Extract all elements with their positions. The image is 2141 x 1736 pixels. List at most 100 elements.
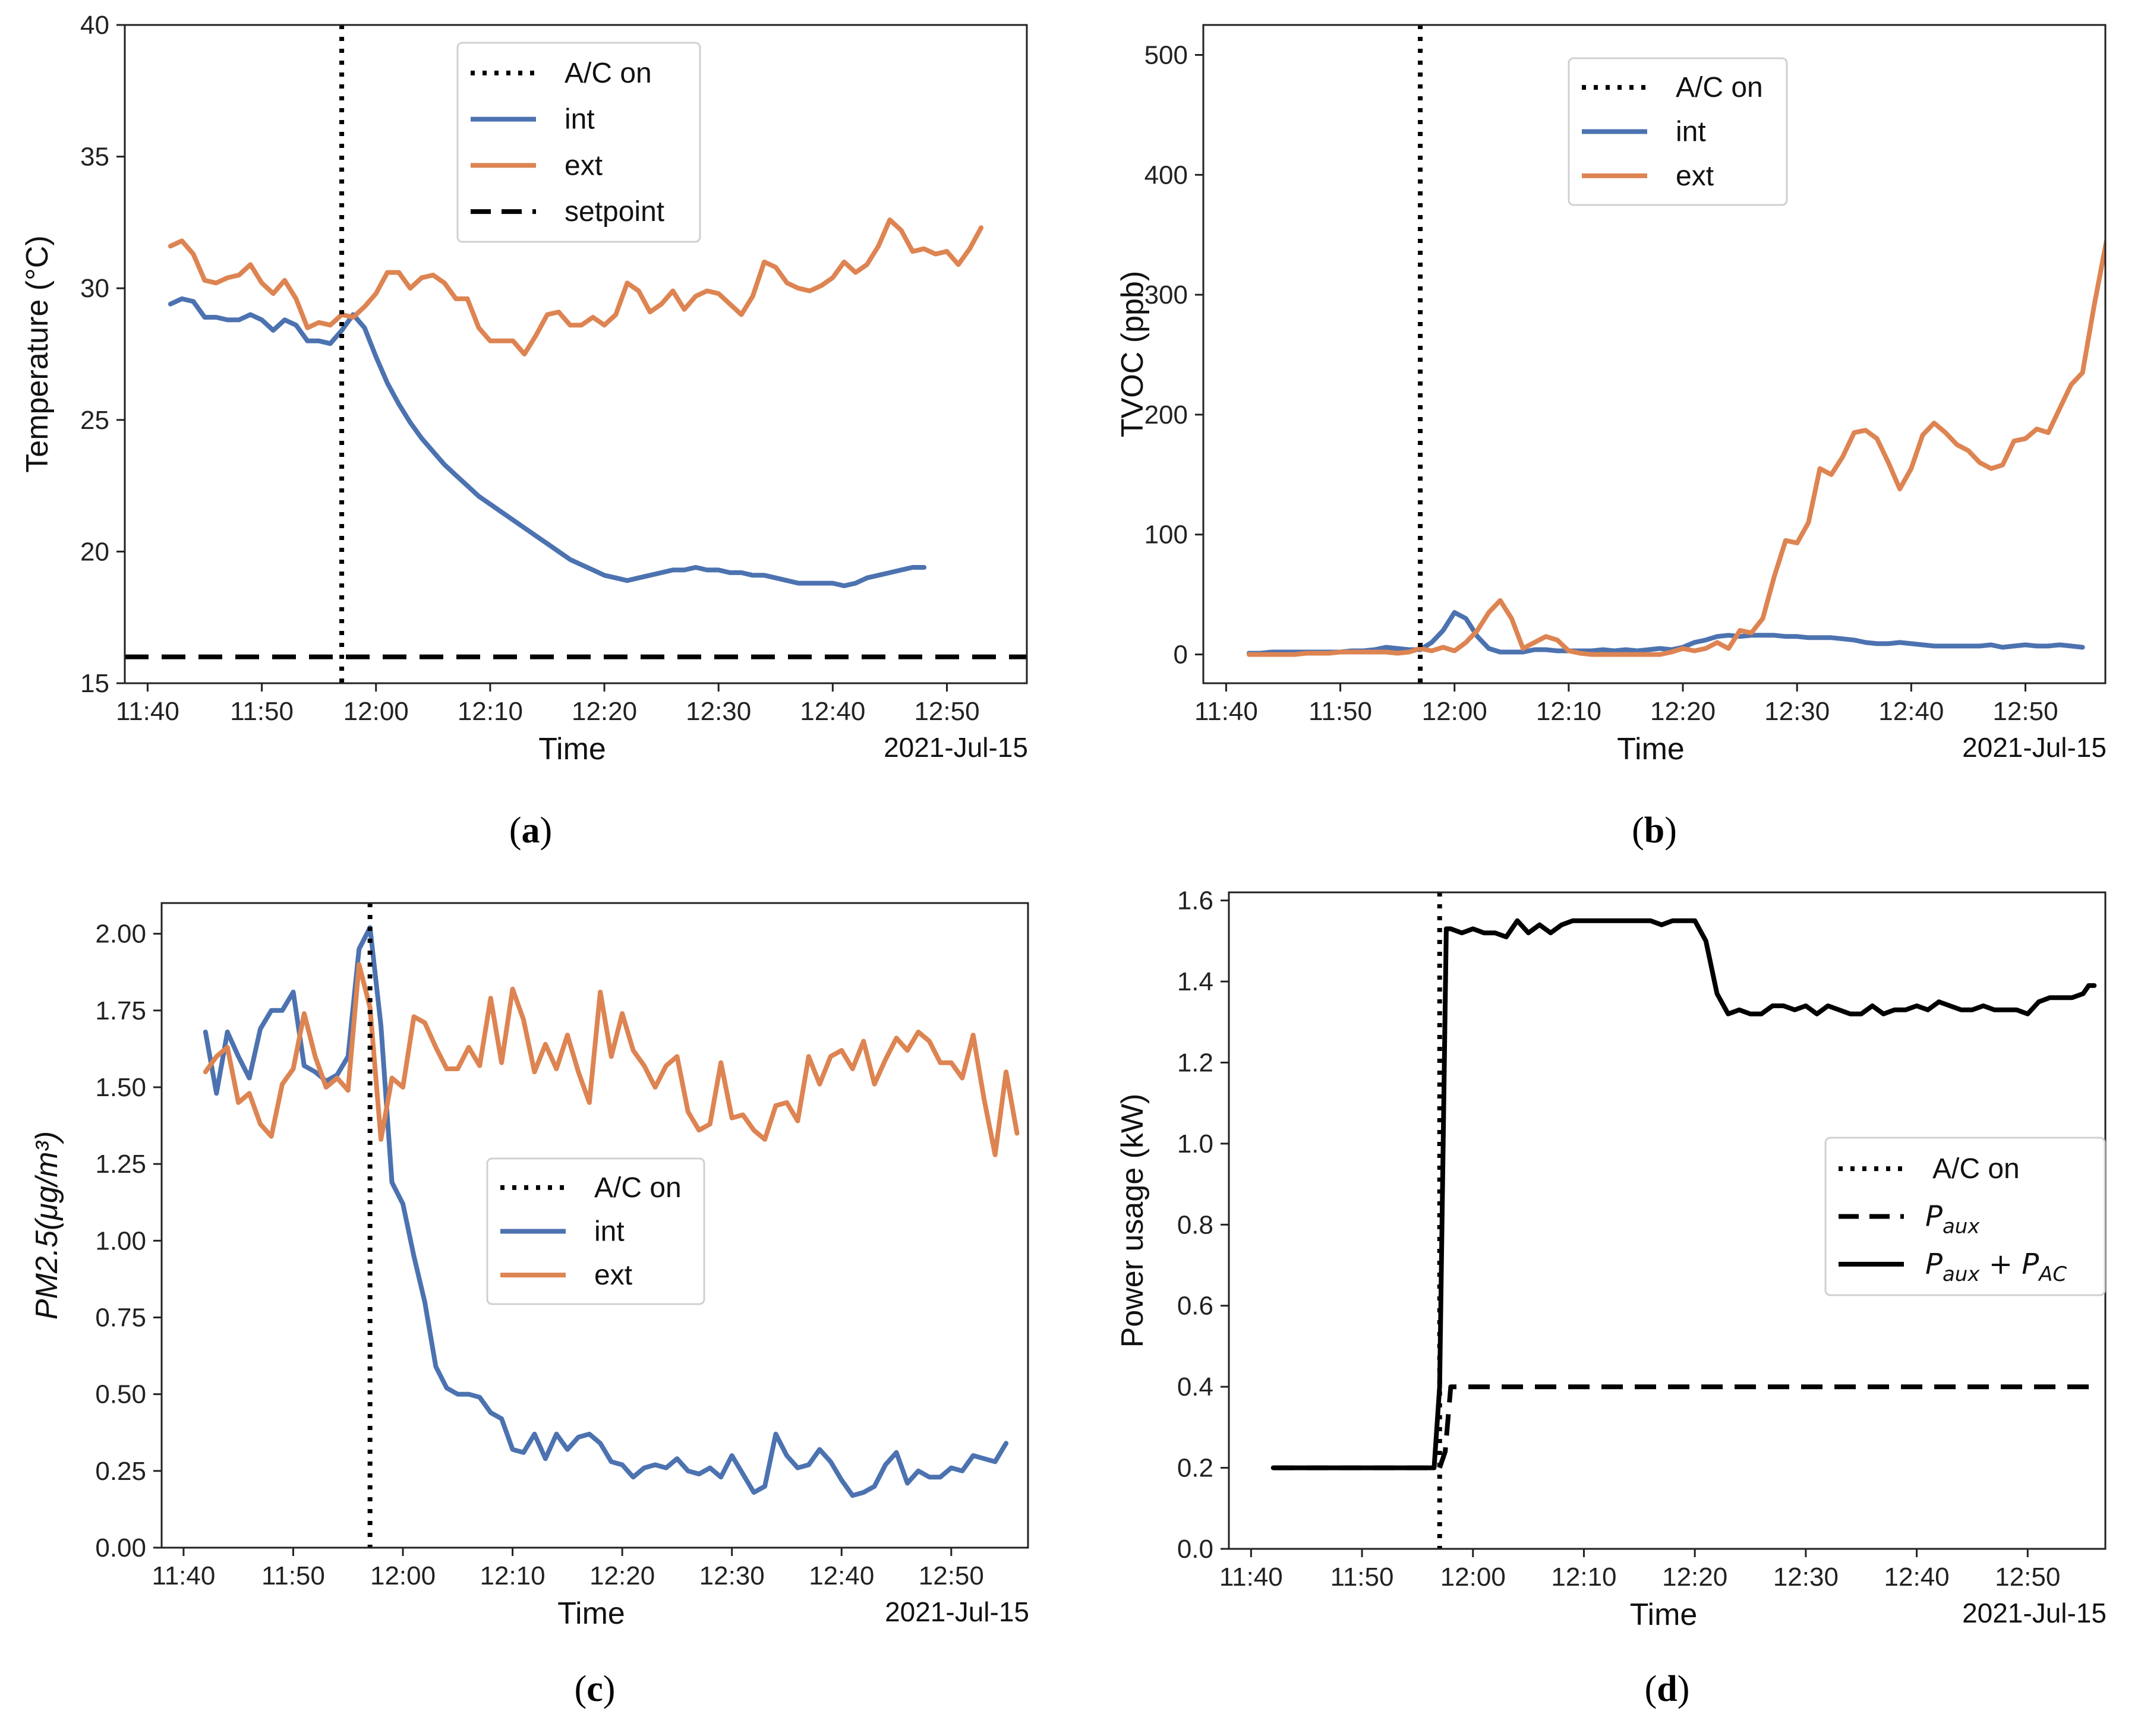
legend-box [456, 42, 701, 243]
y-axis-label: TVOC (ppb) [1115, 271, 1150, 437]
subfigure-caption: (c) [575, 1669, 616, 1709]
y-tick-label: 0.00 [95, 1533, 146, 1563]
x-tick-label: 11:50 [230, 697, 294, 726]
y-tick-label: 0 [1174, 640, 1188, 670]
y-tick-label: 1.50 [95, 1073, 146, 1102]
x-tick-label: 12:00 [1422, 697, 1487, 726]
legend: A/C on int ext [1568, 57, 1788, 206]
x-tick-label: 12:00 [1440, 1563, 1506, 1592]
x-tick-label: 11:50 [1330, 1563, 1394, 1592]
y-tick-label: 1.0 [1177, 1129, 1213, 1159]
y-tick-label: 25 [80, 406, 109, 435]
y-tick-label: 2.00 [95, 920, 146, 949]
chart-panel-b: 11:40 11:50 12:00 12:10 12:20 12:30 12:40 12:50… [1115, 24, 2107, 851]
legend-label: ext [1676, 160, 1714, 192]
x-tick-label: 12:00 [343, 697, 409, 726]
y-tick-label: 0.8 [1177, 1210, 1213, 1239]
y-tick-label: 1.2 [1177, 1048, 1213, 1077]
chart-panel-c: 11:40 11:50 12:00 12:10 12:20 12:30 12:40 12:50… [30, 902, 1029, 1709]
y-tick-label: 0.0 [1177, 1535, 1213, 1564]
plot-data [1270, 918, 2097, 1470]
legend-label: A/C on [1932, 1153, 2020, 1185]
y-tick-label: 1.4 [1177, 967, 1213, 996]
legend-label: Paux [1925, 1200, 1980, 1239]
date-offset-label: 2021-Jul-15 [885, 1596, 1029, 1627]
x-axis-label: Time [557, 1596, 625, 1631]
y-tick-label: 30 [80, 274, 109, 303]
x-axis-label: Time [1630, 1598, 1698, 1632]
legend-label: int [565, 104, 595, 135]
y-tick-label: 0.25 [95, 1457, 146, 1486]
y-tick-label: 100 [1144, 520, 1188, 550]
legend-label: ext [565, 150, 603, 181]
legend-box [486, 1157, 705, 1305]
series-p-aux-line [1273, 1384, 2095, 1470]
legend-label: Paux + PAC [1925, 1248, 2067, 1286]
y-tick-label: 0.75 [95, 1303, 146, 1333]
y-tick-label: 0.4 [1177, 1372, 1213, 1402]
y-axis-label: Temperature (°C) [20, 235, 55, 472]
x-tick-label: 12:30 [1764, 697, 1830, 726]
x-tick-label: 11:40 [116, 697, 179, 726]
x-tick-label: 12:40 [1884, 1563, 1950, 1592]
series-int-line [203, 925, 1009, 1498]
legend-label: A/C on [565, 58, 652, 89]
x-tick-label: 12:10 [480, 1561, 546, 1590]
x-tick-label: 11:50 [261, 1561, 325, 1590]
y-axis-label: Power usage (kW) [1115, 1094, 1150, 1348]
x-tick-label: 12:30 [686, 697, 751, 726]
y-tick-label: 0.2 [1177, 1454, 1213, 1483]
y-tick-label: 1.00 [95, 1226, 146, 1255]
legend-label: setpoint [565, 196, 664, 228]
y-tick-label: 300 [1144, 280, 1188, 310]
x-tick-label: 12:50 [1995, 1563, 2060, 1592]
legend-label: A/C on [594, 1172, 682, 1204]
x-tick-label: 12:20 [572, 697, 637, 726]
plot-data [1246, 234, 2105, 657]
date-offset-label: 2021-Jul-15 [1962, 1598, 2107, 1628]
legend-label: ext [594, 1260, 632, 1291]
plot-frame [124, 24, 1028, 684]
x-tick-label: 11:40 [1219, 1563, 1283, 1592]
chart-panel-d: 11:40 11:50 12:00 12:10 12:20 12:30 12:40 12:50… [1115, 886, 2107, 1709]
x-tick-label: 12:10 [458, 697, 523, 726]
x-tick-label: 12:50 [919, 1561, 984, 1590]
subfigure-caption: (a) [509, 810, 552, 851]
x-tick-label: 11:40 [152, 1561, 215, 1590]
x-tick-label: 12:30 [1773, 1563, 1839, 1592]
legend-label: int [594, 1216, 625, 1248]
y-tick-label: 200 [1144, 400, 1188, 430]
x-tick-label: 12:40 [800, 697, 865, 726]
series-ext-line [168, 217, 984, 356]
y-tick-label: 500 [1144, 40, 1188, 70]
x-tick-label: 12:10 [1536, 697, 1601, 726]
x-tick-label: 12:50 [914, 697, 979, 726]
legend-box [1824, 1137, 2106, 1296]
x-tick-label: 12:10 [1551, 1563, 1616, 1592]
y-tick-label: 1.6 [1177, 886, 1213, 916]
legend: A/C on int ext [486, 1157, 705, 1305]
series-ext-line [1246, 234, 2105, 657]
legend-label: A/C on [1676, 72, 1763, 103]
x-tick-label: 12:50 [1992, 697, 2058, 726]
series-int-line [1246, 610, 2085, 656]
legend-label: int [1676, 116, 1706, 148]
x-tick-label: 12:40 [809, 1561, 874, 1590]
chart-panel-a: 11:40 11:50 12:00 12:10 12:20 12:30 12:40 12:50… [20, 11, 1028, 851]
y-tick-label: 40 [80, 11, 109, 40]
y-tick-label: 1.75 [95, 996, 146, 1025]
plot-frame [1202, 24, 2107, 684]
x-tick-label: 12:20 [1650, 697, 1716, 726]
x-tick-label: 11:50 [1308, 697, 1372, 726]
legend: A/C on Paux Paux + PAC [1824, 1137, 2106, 1296]
x-tick-label: 12:00 [370, 1561, 436, 1590]
plot-frame [160, 902, 1029, 1549]
y-tick-label: 400 [1144, 160, 1188, 190]
x-axis-label: Time [538, 732, 606, 766]
date-offset-label: 2021-Jul-15 [1962, 732, 2107, 763]
plot-data [125, 217, 1027, 659]
series-p-aux-p-ac-line [1270, 918, 2097, 1470]
y-tick-label: 15 [80, 669, 109, 698]
x-tick-label: 12:20 [589, 1561, 655, 1590]
